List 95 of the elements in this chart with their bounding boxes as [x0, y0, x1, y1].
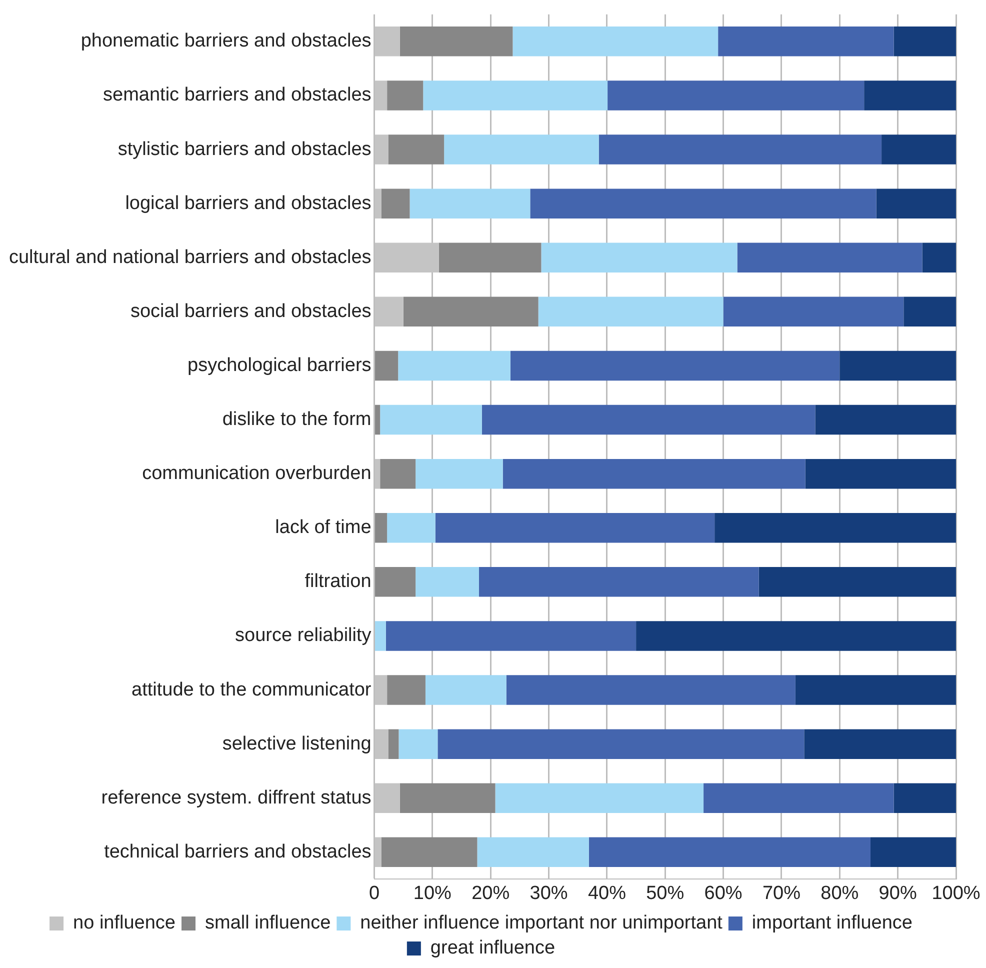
- bar: [758, 567, 956, 597]
- bar: [510, 350, 840, 381]
- bar: [400, 26, 513, 56]
- y-tick-label: dislike to the form: [222, 409, 372, 430]
- y-tick-label: cultural and national barriers and obstacles: [8, 246, 372, 268]
- bar: [388, 729, 399, 759]
- bar: [704, 783, 894, 813]
- y-tick-label: filtration: [304, 571, 372, 592]
- y-tick-label: source reliability: [235, 625, 372, 646]
- bar: [380, 404, 482, 435]
- bar: [375, 567, 416, 597]
- bar: [423, 80, 608, 110]
- y-tick-label: social barriers and obstacles: [130, 300, 372, 322]
- bar: [795, 675, 956, 705]
- x-tick-label: 100%: [932, 882, 980, 904]
- bar: [375, 513, 388, 543]
- y-tick-label: technical barriers and obstacles: [104, 841, 372, 862]
- y-tick-label: lack of time: [275, 517, 372, 538]
- x-tick-label: 80%: [820, 882, 859, 904]
- bar: [840, 350, 956, 381]
- bar: [381, 837, 478, 868]
- x-tick-label: 40%: [588, 882, 626, 904]
- bar: [381, 188, 410, 218]
- bar: [387, 513, 436, 543]
- bar: [541, 242, 738, 272]
- bar: [876, 188, 956, 218]
- bar: [416, 458, 503, 489]
- bar: [435, 513, 715, 543]
- y-tick-label: phonematic barriers and obstacles: [80, 30, 372, 52]
- x-tick-label: 20%: [472, 882, 510, 904]
- bar: [864, 80, 956, 110]
- x-tick-label: 90%: [878, 882, 917, 904]
- bar: [380, 458, 416, 489]
- bar: [904, 296, 956, 327]
- bar: [598, 134, 882, 164]
- bar: [400, 783, 496, 813]
- bar: [387, 80, 424, 110]
- bar: [538, 296, 724, 327]
- bar: [444, 134, 599, 164]
- y-tick-label: attitude to the communicator: [132, 679, 372, 700]
- bar: [425, 675, 506, 705]
- bar: [894, 783, 956, 813]
- bar: [375, 350, 398, 381]
- y-tick-label: logical barriers and obstacles: [125, 192, 372, 214]
- bar: [922, 242, 956, 272]
- bar: [718, 26, 894, 56]
- x-tick-label: 0: [368, 882, 380, 904]
- bar: [438, 242, 542, 272]
- bar: [478, 567, 759, 597]
- bar: [375, 621, 386, 651]
- bar: [608, 80, 864, 110]
- y-tick-label: semantic barriers and obstacles: [103, 84, 372, 106]
- bar: [388, 134, 444, 164]
- bar: [894, 26, 956, 56]
- bar: [815, 404, 956, 435]
- x-tick-label: 50%: [646, 882, 684, 904]
- bar: [506, 675, 796, 705]
- y-tick-label: communication overburden: [142, 463, 372, 484]
- bar: [502, 458, 806, 489]
- bar: [438, 729, 804, 759]
- legend-label: important influence: [752, 912, 912, 934]
- bar: [512, 26, 718, 56]
- legend-label: no influence: [73, 912, 176, 934]
- x-tick-label: 70%: [762, 882, 801, 904]
- bar: [375, 404, 380, 435]
- bar: [410, 188, 530, 218]
- legend-label: great influence: [430, 938, 556, 959]
- bar: [482, 404, 816, 435]
- bar: [477, 837, 589, 868]
- bar: [416, 567, 479, 597]
- bar: [870, 837, 956, 868]
- legend-label: small influence: [205, 912, 331, 934]
- bar: [530, 188, 876, 218]
- x-tick-label: 30%: [530, 882, 568, 904]
- bar: [882, 134, 956, 164]
- bar: [386, 621, 636, 651]
- bar: [387, 675, 426, 705]
- x-tick-label: 60%: [704, 882, 742, 904]
- bar: [636, 621, 956, 651]
- x-tick-label: 10%: [413, 882, 452, 904]
- bar: [804, 729, 956, 759]
- legend-label: neither influence important nor unimportant: [360, 912, 724, 934]
- bar: [495, 783, 704, 813]
- bar: [398, 350, 510, 381]
- y-tick-label: psychological barriers: [188, 354, 372, 376]
- bar: [403, 296, 538, 327]
- y-tick-label: stylistic barriers and obstacles: [118, 138, 372, 160]
- bar: [737, 242, 922, 272]
- y-tick-label: selective listening: [222, 733, 372, 754]
- bar: [714, 513, 956, 543]
- y-tick-label: reference system. diffrent status: [101, 787, 372, 808]
- bar: [588, 837, 870, 868]
- bar: [398, 729, 438, 759]
- bar: [723, 296, 904, 327]
- bar: [805, 458, 956, 489]
